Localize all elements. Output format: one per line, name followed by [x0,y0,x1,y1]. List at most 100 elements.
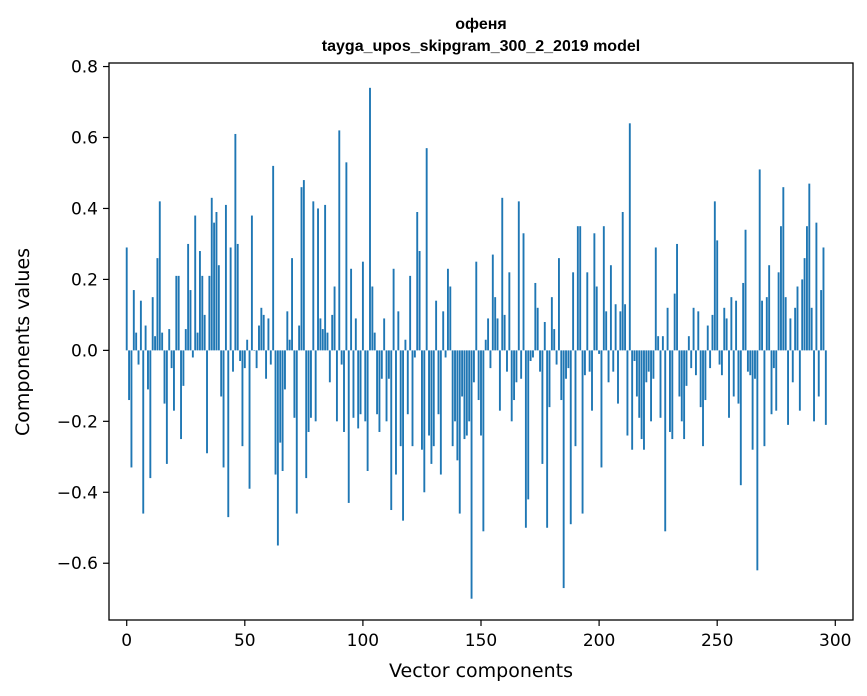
x-tick-label-0: 0 [121,631,132,651]
bar-171 [529,350,532,362]
bar-280 [787,350,789,425]
bar-225 [657,336,660,351]
bar-83 [321,329,324,351]
bar-270 [763,350,766,447]
bar-251 [718,350,721,365]
bar-197 [591,350,593,411]
bar-154 [489,350,492,369]
bar-130 [432,350,435,447]
bar-264 [749,350,752,376]
bar-14 [158,201,161,351]
bar-240 [692,307,695,351]
y-tick-label-0: −0.6 [57,554,98,574]
bar-9 [147,350,149,390]
bar-118 [404,339,407,351]
bar-265 [751,350,754,450]
bar-182 [555,350,558,365]
bar-267 [756,350,759,571]
x-tick-label-300: 300 [819,631,851,651]
bar-84 [324,204,327,351]
bar-6 [139,300,142,351]
bar-269 [761,300,764,351]
bar-193 [581,350,584,514]
bar-293 [817,350,820,397]
bar-100 [361,261,364,351]
bar-29 [194,215,197,351]
bar-253 [723,307,726,351]
bar-175 [539,350,541,372]
x-tick-label-100: 100 [347,631,379,651]
bar-109 [383,318,386,351]
bar-292 [815,222,818,351]
bar-134 [442,311,445,351]
bar-129 [430,350,433,464]
bar-247 [709,350,712,369]
bar-255 [728,350,730,418]
bar-39 [217,265,220,351]
bar-38 [215,212,218,351]
bar-227 [661,336,664,351]
bar-150 [480,350,482,436]
bar-279 [784,297,787,351]
bar-127 [425,148,428,351]
y-axis-ticks: −0.6 −0.4 −0.2 0.0 0.2 0.4 0.6 0.8 [57,58,109,574]
bar-283 [794,307,797,351]
bar-135 [444,350,447,358]
bar-237 [685,350,688,386]
bar-146 [470,350,473,599]
bar-180 [550,297,553,351]
y-tick-label-6: 0.6 [71,129,98,149]
bar-148 [475,261,478,351]
bar-278 [782,187,785,351]
bar-185 [562,350,565,589]
x-axis-label: Vector components [389,660,573,682]
bar-179 [548,350,551,408]
bar-77 [307,350,310,432]
bar-103 [369,87,371,351]
bar-58 [262,314,265,351]
bar-28 [191,350,194,358]
bar-273 [770,350,773,415]
bar-97 [354,318,357,351]
bar-167 [520,350,523,379]
bar-229 [666,307,669,351]
y-tick-label-5: 0.4 [71,199,98,219]
bar-71 [293,350,296,418]
bar-131 [435,300,438,351]
bar-243 [699,350,702,408]
bar-205 [609,265,612,351]
bar-153 [487,318,490,351]
bar-10 [149,350,152,479]
bar-107 [378,350,381,432]
bar-49 [241,350,244,447]
bar-116 [399,350,402,447]
bar-173 [534,282,537,351]
bar-143 [463,350,466,440]
bar-54 [253,350,256,351]
bar-200 [598,350,601,354]
bar-231 [671,350,674,440]
bar-68 [286,311,289,351]
bar-291 [813,350,815,422]
bar-207 [614,304,617,351]
bar-174 [536,307,539,351]
bar-47 [236,243,239,351]
bar-164 [513,350,516,401]
bar-245 [704,350,707,401]
bar-284 [796,286,799,351]
bar-31 [198,251,201,351]
bar-266 [754,350,756,379]
bar-117 [402,350,404,521]
bar-217 [638,350,641,418]
bar-series [125,87,827,599]
bar-202 [602,226,605,351]
bar-19 [170,350,173,369]
bar-21 [175,275,178,351]
bar-26 [187,243,190,351]
bar-88 [333,286,336,351]
bar-246 [706,325,709,351]
bar-212 [626,350,629,436]
bar-183 [558,258,560,351]
bar-110 [385,350,388,422]
bar-95 [350,268,353,351]
